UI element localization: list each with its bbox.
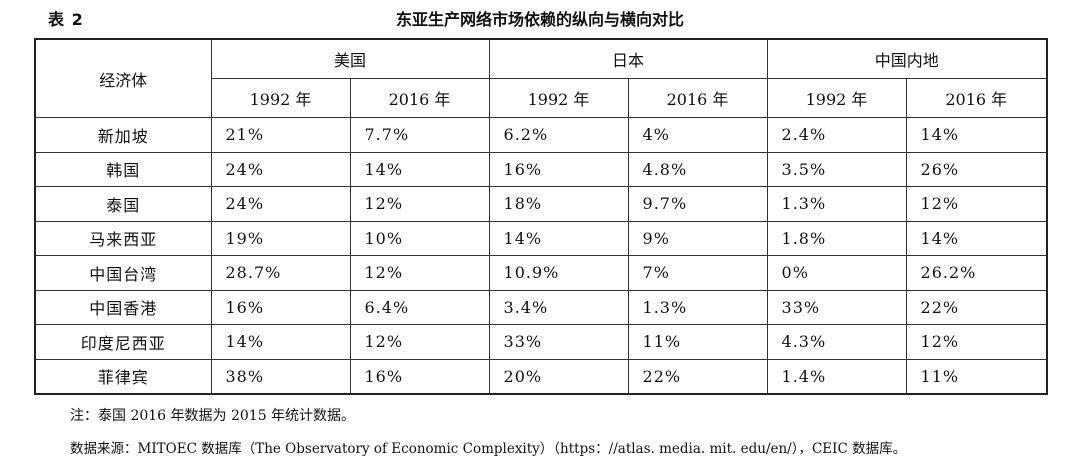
table-cell: 2.4% bbox=[766, 117, 907, 153]
year-header: 2016 年 bbox=[349, 78, 490, 118]
table-cell: 1.4% bbox=[766, 358, 907, 395]
table-cell: 20% bbox=[488, 358, 629, 395]
table-cell: 6.4% bbox=[349, 289, 490, 325]
table-cell: 16% bbox=[210, 289, 351, 325]
table-cell: 22% bbox=[905, 289, 1048, 325]
economy-name: 马来西亚 bbox=[34, 220, 212, 256]
table-cell: 33% bbox=[488, 324, 629, 360]
table-cell: 24% bbox=[210, 186, 351, 222]
table-cell: 7.7% bbox=[349, 117, 490, 153]
table-cell: 12% bbox=[349, 255, 490, 291]
economy-name: 菲律宾 bbox=[34, 358, 212, 395]
table-cell: 3.5% bbox=[766, 151, 907, 187]
table-cell: 4.8% bbox=[627, 151, 768, 187]
table-cell: 10% bbox=[349, 220, 490, 256]
year-header: 1992 年 bbox=[766, 78, 907, 118]
table-cell: 26.2% bbox=[905, 255, 1048, 291]
table-cell: 14% bbox=[905, 117, 1048, 153]
table-cell: 1.3% bbox=[627, 289, 768, 325]
economy-name: 中国台湾 bbox=[34, 255, 212, 291]
table-cell: 38% bbox=[210, 358, 351, 395]
economy-name: 韩国 bbox=[34, 151, 212, 187]
header-row-years: 1992 年 2016 年 1992 年 2016 年 1992 年 2016 … bbox=[35, 78, 1048, 118]
group-header-china-mainland: 中国内地 bbox=[766, 38, 1048, 79]
table-cell: 9% bbox=[627, 220, 768, 256]
economy-column-header: 经济体 bbox=[34, 38, 212, 118]
data-source-note: 数据来源：MITOEC 数据库（The Observatory of Econo… bbox=[70, 441, 907, 457]
data-table-container: 经济体 美国 日本 中国内地 1992 年 2016 年 1992 年 2016… bbox=[34, 38, 1049, 395]
table-row: 中国香港 16% 6.4% 3.4% 1.3% 33% 22% bbox=[34, 289, 1048, 325]
table-cell: 1.3% bbox=[766, 186, 907, 222]
table-cell: 33% bbox=[766, 289, 907, 325]
table-cell: 16% bbox=[349, 358, 490, 395]
market-dependency-table: 经济体 美国 日本 中国内地 1992 年 2016 年 1992 年 2016… bbox=[34, 38, 1049, 395]
table-cell: 19% bbox=[210, 220, 351, 256]
table-cell: 11% bbox=[627, 324, 768, 360]
group-header-usa: 美国 bbox=[210, 38, 490, 79]
table-cell: 3.4% bbox=[488, 289, 629, 325]
economy-name: 印度尼西亚 bbox=[34, 324, 212, 360]
table-cell: 6.2% bbox=[488, 117, 629, 153]
table-cell: 12% bbox=[905, 324, 1048, 360]
table-title: 东亚生产网络市场依赖的纵向与横向对比 bbox=[395, 10, 684, 29]
table-row: 泰国 24% 12% 18% 9.7% 1.3% 12% bbox=[34, 186, 1048, 222]
table-cell: 11% bbox=[905, 358, 1048, 395]
year-header: 1992 年 bbox=[488, 78, 629, 118]
economy-name: 中国香港 bbox=[34, 289, 212, 325]
table-footnote: 注：泰国 2016 年数据为 2015 年统计数据。 bbox=[70, 408, 356, 424]
table-cell: 14% bbox=[488, 220, 629, 256]
table-cell: 7% bbox=[627, 255, 768, 291]
table-row: 马来西亚 19% 10% 14% 9% 1.8% 14% bbox=[34, 220, 1048, 256]
economy-name: 泰国 bbox=[34, 186, 212, 222]
table-cell: 26% bbox=[905, 151, 1048, 187]
table-cell: 12% bbox=[905, 186, 1048, 222]
table-number-label: 表 2 bbox=[48, 10, 84, 29]
economy-name: 新加坡 bbox=[34, 117, 212, 153]
table-cell: 12% bbox=[349, 324, 490, 360]
table-cell: 9.7% bbox=[627, 186, 768, 222]
year-header: 2016 年 bbox=[905, 78, 1048, 118]
table-cell: 1.8% bbox=[766, 220, 907, 256]
year-header: 1992 年 bbox=[210, 78, 351, 118]
table-cell: 12% bbox=[349, 186, 490, 222]
year-header: 2016 年 bbox=[627, 78, 768, 118]
table-row: 韩国 24% 14% 16% 4.8% 3.5% 26% bbox=[34, 151, 1048, 187]
table-cell: 24% bbox=[210, 151, 351, 187]
table-cell: 16% bbox=[488, 151, 629, 187]
header-row-groups: 经济体 美国 日本 中国内地 bbox=[34, 38, 1048, 118]
table-row: 菲律宾 38% 16% 20% 22% 1.4% 11% bbox=[34, 358, 1048, 395]
table-cell: 10.9% bbox=[488, 255, 629, 291]
table-cell: 14% bbox=[349, 151, 490, 187]
table-cell: 14% bbox=[905, 220, 1048, 256]
group-header-japan: 日本 bbox=[488, 38, 768, 79]
table-row: 新加坡 21% 7.7% 6.2% 4% 2.4% 14% bbox=[34, 117, 1048, 153]
table-cell: 14% bbox=[210, 324, 351, 360]
table-cell: 0% bbox=[766, 255, 907, 291]
table-cell: 4.3% bbox=[766, 324, 907, 360]
table-cell: 21% bbox=[210, 117, 351, 153]
table-cell: 18% bbox=[488, 186, 629, 222]
table-row: 中国台湾 28.7% 12% 10.9% 7% 0% 26.2% bbox=[34, 255, 1048, 291]
table-cell: 28.7% bbox=[210, 255, 351, 291]
table-row: 印度尼西亚 14% 12% 33% 11% 4.3% 12% bbox=[34, 324, 1048, 360]
table-cell: 22% bbox=[627, 358, 768, 395]
table-cell: 4% bbox=[627, 117, 768, 153]
